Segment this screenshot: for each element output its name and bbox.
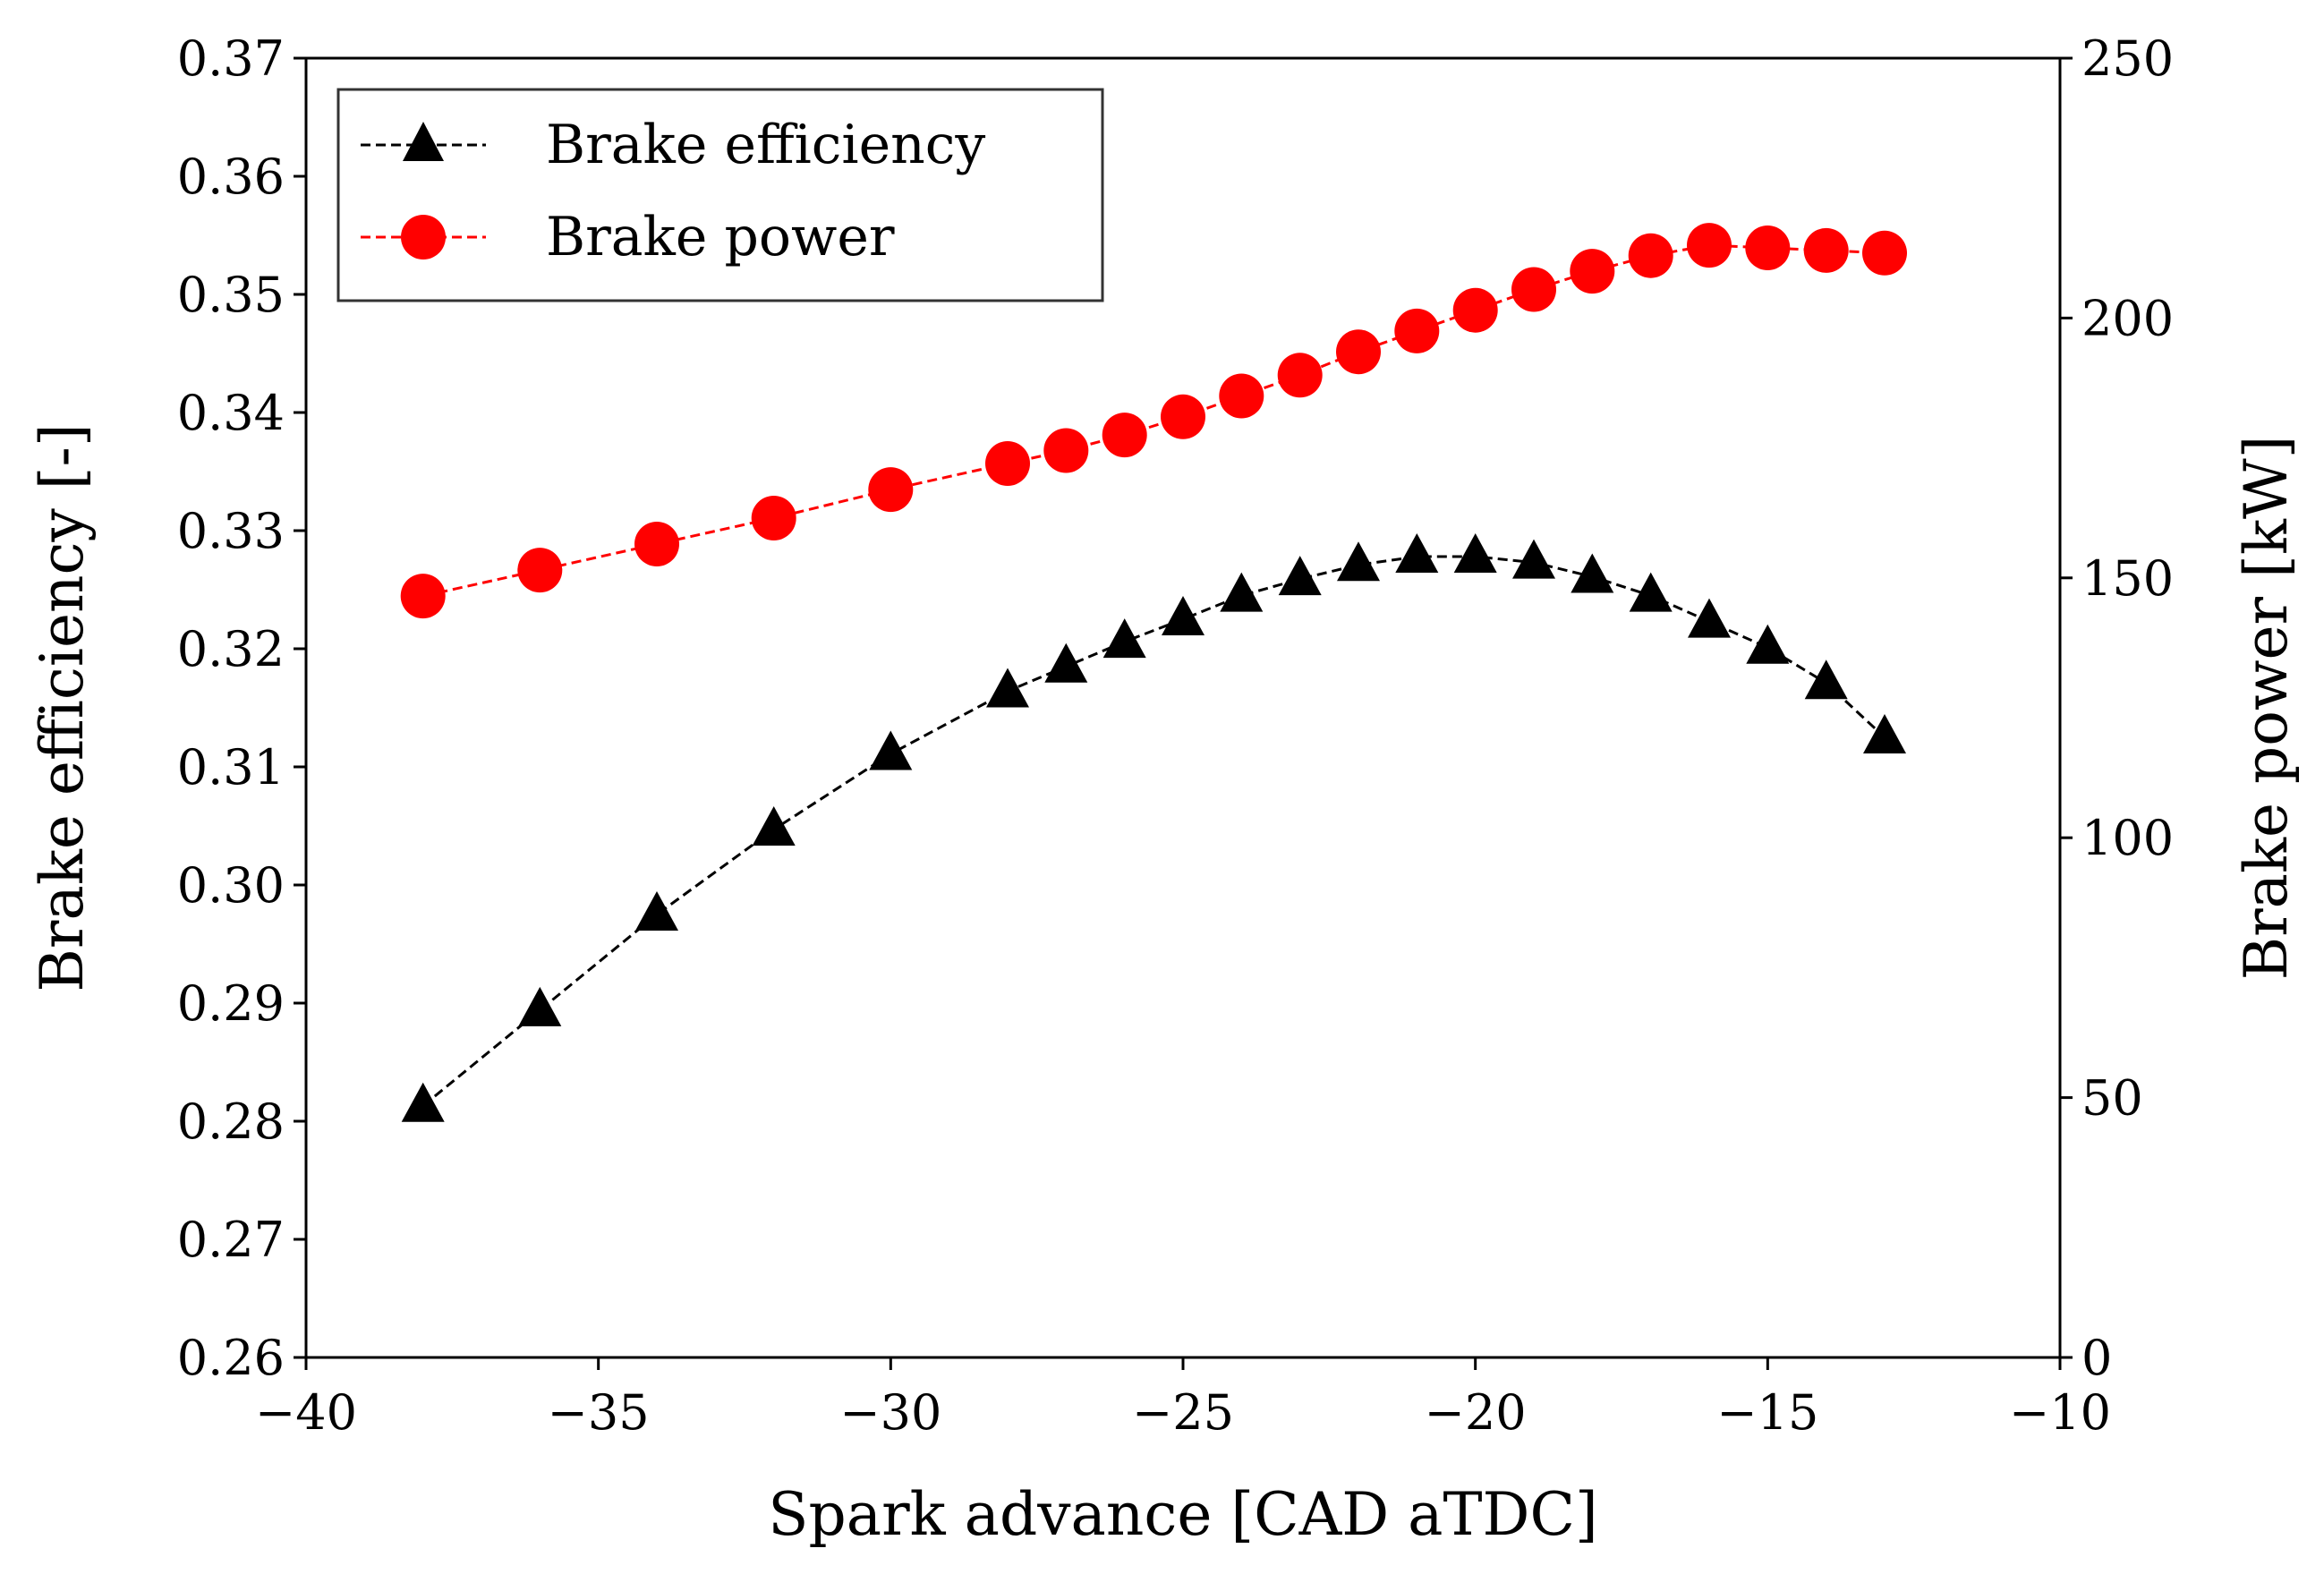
right-y-tick-label: 250	[2081, 30, 2174, 87]
power-point	[1394, 308, 1440, 353]
right-y-tick-label: 0	[2081, 1330, 2112, 1386]
efficiency-point	[635, 891, 678, 931]
left-y-tick-label: 0.32	[177, 621, 285, 677]
legend-efficiency-marker	[403, 122, 444, 161]
left-y-axis-ticks: 0.26 0.27 0.28 0.29 0.30 0.31 0.32 0.33 0.34 0.35…	[177, 30, 306, 1386]
left-y-tick-label: 0.26	[177, 1330, 285, 1386]
power-point	[1452, 287, 1498, 333]
x-tick-label: −25	[1132, 1384, 1234, 1441]
efficiency-point	[1629, 572, 1673, 612]
power-point	[1511, 267, 1556, 312]
efficiency-point	[869, 730, 913, 770]
efficiency-point	[1102, 618, 1146, 659]
power-point	[1043, 428, 1089, 473]
power-point	[1277, 353, 1323, 398]
right-y-tick-label: 150	[2081, 550, 2174, 607]
legend-power-label: Brake power	[546, 206, 895, 268]
efficiency-point	[1278, 556, 1322, 596]
left-y-tick-label: 0.27	[177, 1212, 285, 1268]
efficiency-point	[1337, 541, 1380, 582]
efficiency-point	[1220, 572, 1264, 612]
efficiency-point	[1512, 539, 1555, 579]
left-y-tick-label: 0.29	[177, 975, 285, 1032]
x-axis-ticks: −40 −35 −30 −25 −20 −15 −10	[255, 1357, 2111, 1441]
x-tick-label: −10	[2009, 1384, 2111, 1441]
left-y-tick-label: 0.34	[177, 385, 285, 441]
x-tick-label: −35	[548, 1384, 650, 1441]
power-point	[1161, 394, 1205, 439]
efficiency-point	[401, 1082, 445, 1122]
power-point	[985, 441, 1030, 486]
right-y-tick-label: 100	[2081, 810, 2174, 866]
legend: Brake efficiency Brake power	[336, 88, 1104, 302]
power-point	[1336, 329, 1381, 375]
left-y-tick-label: 0.33	[177, 503, 285, 559]
power-point	[1862, 230, 1907, 276]
power-point	[1687, 223, 1732, 268]
x-axis-label: Spark advance [CAD aTDC]	[768, 1480, 1597, 1549]
efficiency-point	[986, 668, 1029, 708]
right-y-tick-label: 200	[2081, 290, 2174, 346]
efficiency-point	[1453, 533, 1497, 573]
series-layer	[400, 223, 1907, 1122]
left-y-tick-label: 0.36	[177, 149, 285, 205]
right-y-axis-label: Brake power [kW]	[2232, 436, 2301, 981]
left-y-tick-label: 0.37	[177, 30, 285, 87]
efficiency-point	[752, 806, 796, 846]
x-tick-label: −40	[255, 1384, 357, 1441]
legend-frame	[336, 88, 1104, 302]
power-point	[517, 548, 563, 593]
legend-power-marker	[401, 215, 446, 259]
efficiency-point	[1044, 642, 1088, 683]
efficiency-point	[1571, 553, 1614, 593]
power-point	[1628, 233, 1673, 278]
power-point	[1102, 413, 1147, 458]
efficiency-point	[1746, 624, 1790, 664]
left-y-tick-label: 0.28	[177, 1093, 285, 1150]
power-point	[1219, 373, 1264, 419]
efficiency-point	[1863, 714, 1906, 753]
x-tick-label: −15	[1716, 1384, 1818, 1441]
power-point	[1803, 227, 1849, 273]
efficiency-point	[1804, 659, 1848, 700]
x-tick-label: −20	[1425, 1384, 1527, 1441]
power-point	[400, 574, 446, 619]
left-y-axis-label: Brake efficiency [-]	[28, 423, 97, 991]
efficiency-point	[1162, 596, 1205, 635]
right-y-tick-label: 50	[2081, 1070, 2143, 1127]
efficiency-series-line	[421, 555, 1886, 1107]
efficiency-point	[518, 986, 562, 1026]
right-y-axis-ticks: 0 50 100 150 200 250	[2060, 30, 2174, 1386]
power-point	[634, 522, 679, 566]
legend-efficiency-label: Brake efficiency	[546, 114, 985, 176]
power-point	[868, 467, 914, 513]
x-tick-label: −30	[839, 1384, 941, 1441]
power-point	[1745, 225, 1791, 270]
left-y-tick-label: 0.35	[177, 267, 285, 323]
power-point	[1570, 249, 1615, 294]
power-point	[751, 496, 796, 540]
left-y-tick-label: 0.30	[177, 857, 285, 914]
efficiency-point	[1395, 533, 1439, 573]
left-y-tick-label: 0.31	[177, 739, 285, 796]
efficiency-point	[1688, 598, 1731, 638]
